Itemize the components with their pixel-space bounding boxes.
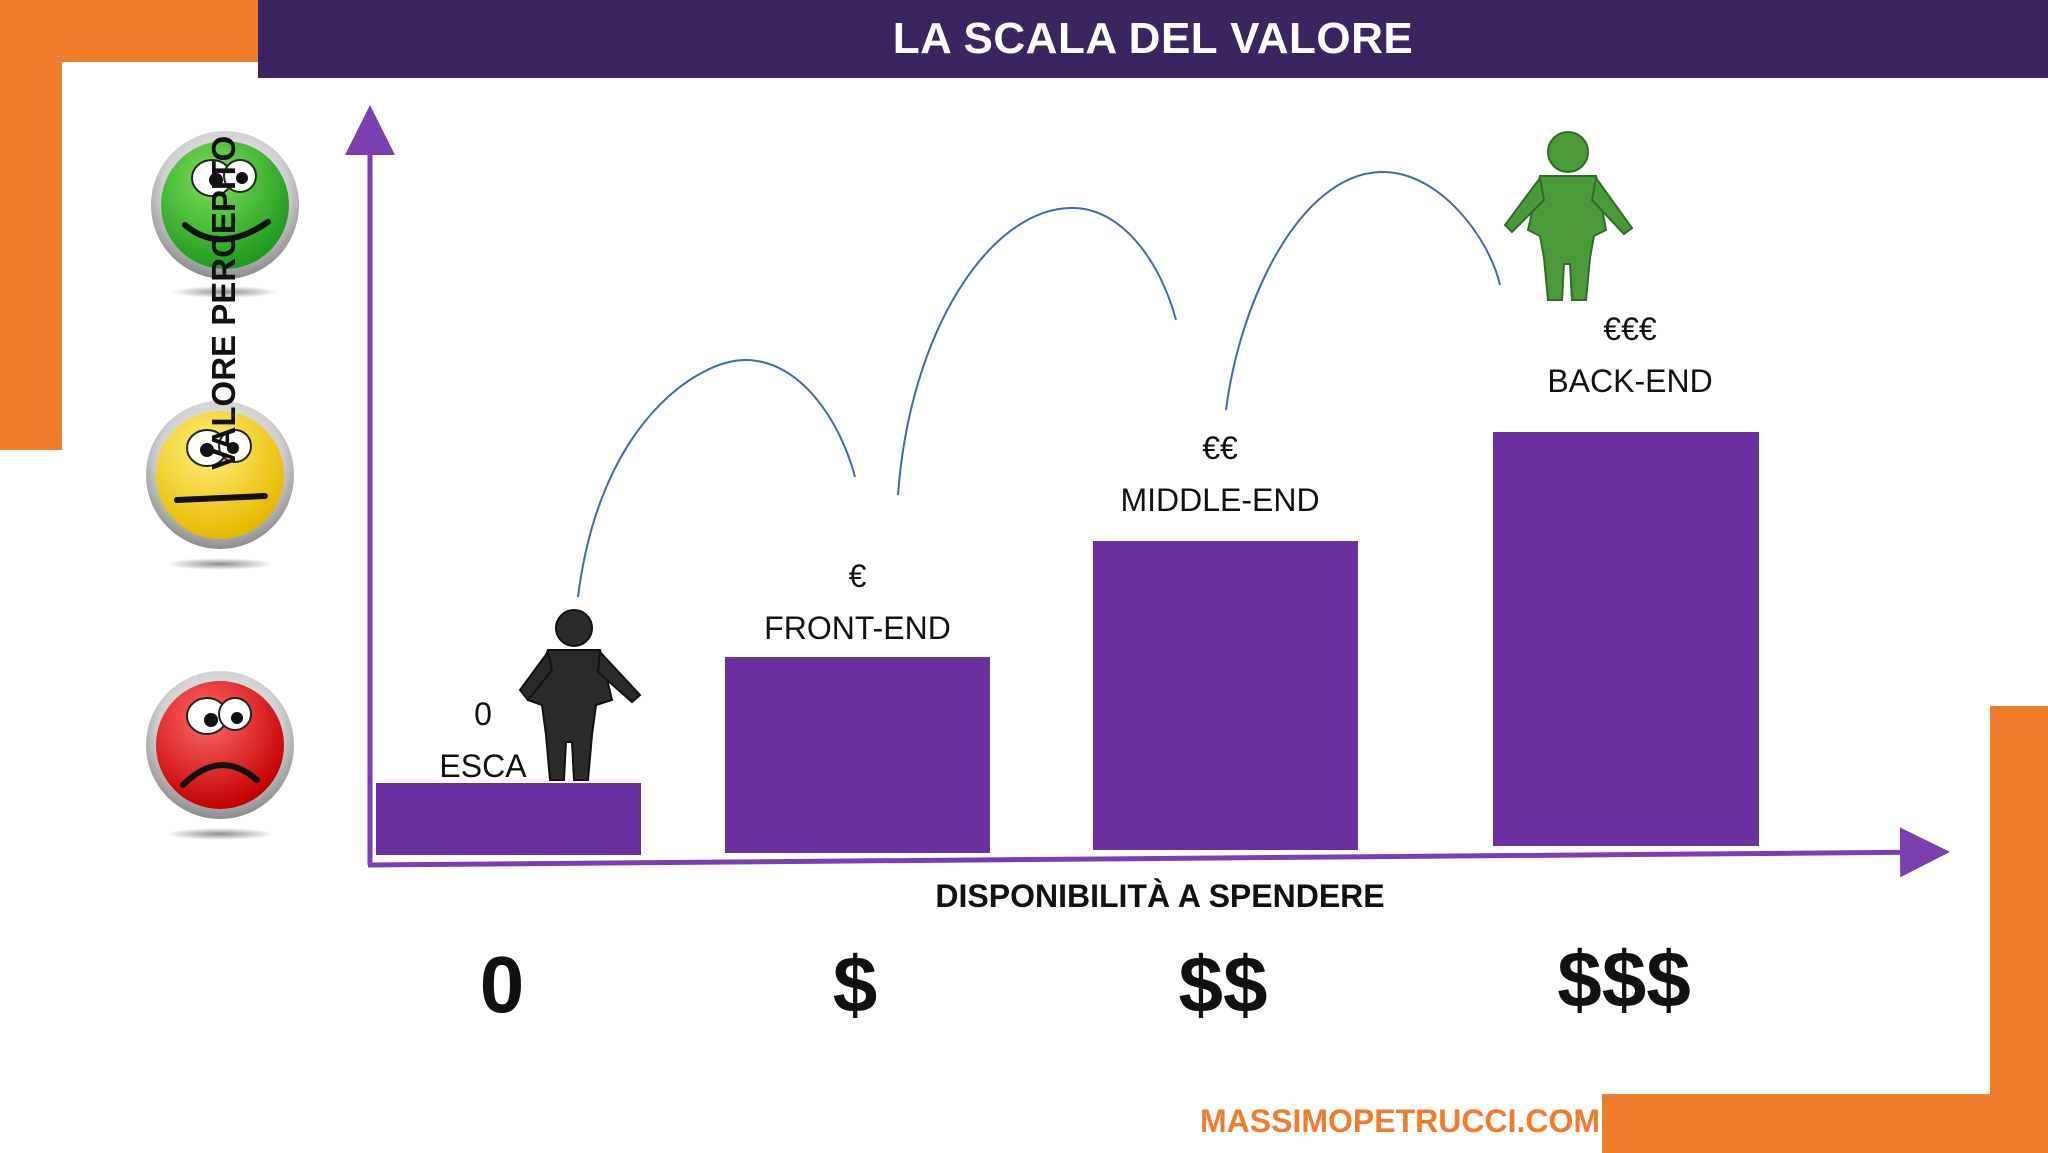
x-axis-line [367,827,1950,878]
spend-level-2: $$ [1178,940,1268,1029]
face-shadow [165,828,275,840]
footer-website-link[interactable]: MASSIMOPETRUCCI.COM [1200,1103,1600,1139]
bar-back-end [1493,432,1759,846]
orange-frame-bottom-right [1990,706,2048,1153]
tier-price: €€ [1202,430,1238,466]
jump-arc [1225,170,1501,411]
tier-name: MIDDLE-END [1120,482,1320,518]
y-axis-label: VALORE PERCEPITO [205,135,242,470]
spend-level-3: $$$ [1557,935,1691,1024]
orange-frame-bottom-right-bar [1602,1094,2048,1153]
person-icon-black [518,609,642,781]
tier-label-back-end: €€€ BACK-END [1480,313,1780,397]
tier-label-middle-end: €€ MIDDLE-END [1070,432,1370,516]
tier-name: ESCA [439,748,527,784]
tier-price: 0 [474,696,492,732]
title-bar: LA SCALA DEL VALORE [258,0,2048,78]
jump-arc [897,206,1177,496]
spend-level-0: 0 [479,940,525,1029]
spend-level-1: $ [832,940,878,1029]
bar-esca [376,783,641,855]
bar-front-end [725,657,990,853]
face-shadow [165,558,275,570]
tier-label-esca: 0 ESCA [393,698,573,782]
sad-face-icon [145,670,295,820]
tier-name: FRONT-END [764,610,951,646]
x-axis-label: DISPONIBILITÀ A SPENDERE [935,878,1385,914]
jump-arc [577,358,856,598]
tier-price: €€€ [1603,311,1657,347]
bar-middle-end [1093,541,1358,850]
person-icon-green [1503,131,1634,301]
face-shadow [170,286,280,298]
page-title: LA SCALA DEL VALORE [892,14,1414,63]
tier-name: BACK-END [1547,363,1713,399]
neutral-face-icon [145,400,295,550]
tier-label-front-end: € FRONT-END [710,560,1005,644]
orange-frame-top-left-bar [0,0,258,62]
orange-frame-top-left [0,0,62,450]
happy-face-icon [150,130,300,280]
tier-price: € [848,558,867,594]
